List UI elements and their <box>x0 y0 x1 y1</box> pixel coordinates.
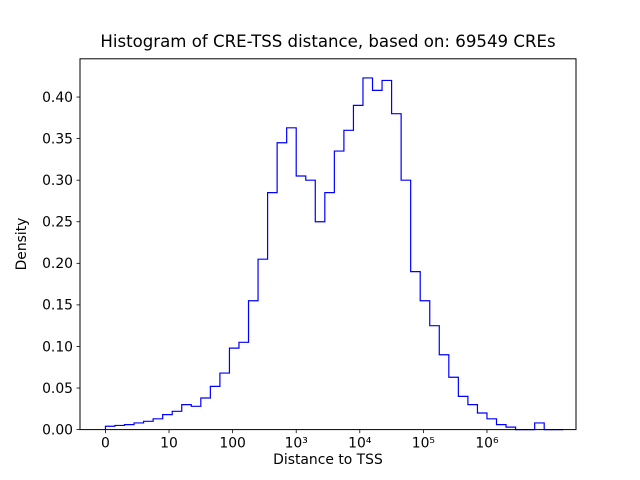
y-tick-label: 0.20 <box>42 256 73 272</box>
x-tick-label: 10⁴ <box>348 436 372 452</box>
x-tick-label: 10 <box>160 436 178 452</box>
histogram-step-line <box>104 77 564 431</box>
axes-frame <box>79 58 577 431</box>
y-tick-label: 0.30 <box>42 173 73 189</box>
chart-title: Histogram of CRE-TSS distance, based on:… <box>100 32 555 51</box>
y-tick-label: 0.00 <box>42 422 73 438</box>
x-axis-label: Distance to TSS <box>273 452 383 468</box>
y-tick-label: 0.25 <box>42 215 73 231</box>
x-tick-label: 10³ <box>285 436 308 452</box>
y-tick-label: 0.05 <box>42 381 73 397</box>
y-axis-label: Density <box>14 218 30 271</box>
x-tick-label: 10⁶ <box>475 436 499 452</box>
x-tick-label: 0 <box>101 436 110 452</box>
x-tick-label: 10⁵ <box>412 436 435 452</box>
plot-area: 0 10 100 10³ 10⁴ 10⁵ 10⁶ 0.00 0.05 0.10 0.15 0.20 0.… <box>42 58 577 452</box>
y-tick-label: 0.10 <box>42 339 73 355</box>
y-tick-label: 0.35 <box>42 131 73 147</box>
x-tick-label: 100 <box>219 436 246 452</box>
y-tick-label: 0.15 <box>42 298 73 314</box>
y-tick-label: 0.40 <box>42 90 73 106</box>
